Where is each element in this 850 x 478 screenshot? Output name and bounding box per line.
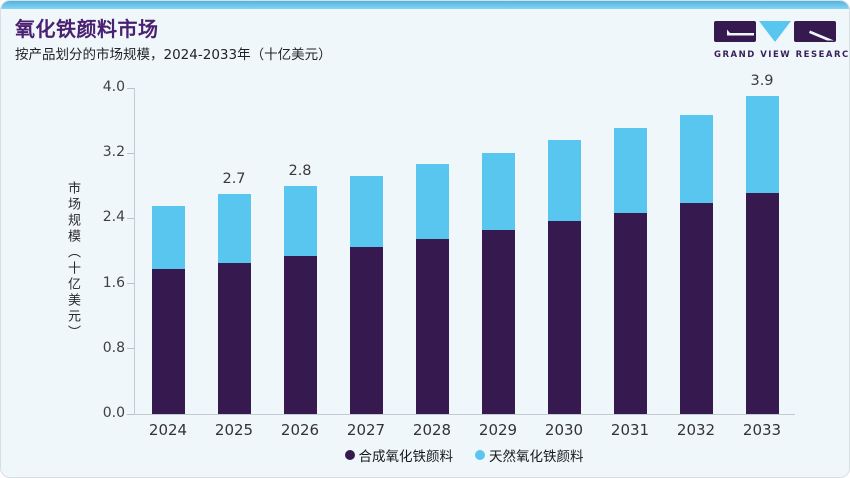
page-title: 氧化铁颜料市场	[15, 17, 159, 41]
legend-dot-synthetic-icon	[344, 450, 355, 460]
plot-area: 0.0 0.8 1.6 2.4 3.2 4.0 2024 2025 2.7 2026 2.8 2027…	[103, 73, 795, 439]
legend-label-natural: 天然氧化铁颜料	[489, 449, 584, 465]
bar-segment-synthetic	[349, 247, 383, 414]
y-axis-tick	[127, 217, 134, 219]
bar-segment-natural	[481, 153, 515, 230]
bar-2025	[217, 194, 251, 414]
gvr-logo-icon	[714, 21, 836, 42]
y-axis-tick	[127, 348, 134, 350]
x-tick-label-2026: 2026	[280, 421, 320, 439]
value-label-2025: 2.7	[222, 171, 246, 187]
bar-segment-natural	[217, 194, 251, 263]
bar-2024	[151, 206, 185, 414]
bar-segment-synthetic	[745, 193, 779, 414]
bar-segment-natural	[745, 96, 779, 193]
legend: 合成氧化铁颜料 天然氧化铁颜料	[134, 445, 794, 465]
bar-segment-natural	[547, 140, 581, 221]
x-tick-label-2030: 2030	[544, 421, 584, 439]
y-tick-label: 2.4	[102, 209, 125, 226]
x-tick-label-2029: 2029	[478, 421, 518, 439]
value-label-2033: 3.9	[750, 73, 774, 89]
bar-segment-natural	[283, 186, 317, 256]
bar-2032	[679, 115, 713, 414]
bar-segment-synthetic	[481, 230, 515, 414]
legend-dot-natural-icon	[475, 450, 485, 460]
gvr-logo: GRAND VIEW RESEARCH	[714, 21, 850, 60]
y-axis-tick	[127, 87, 134, 89]
x-tick-label-2027: 2027	[346, 421, 386, 439]
top-accent-bar	[1, 1, 849, 9]
x-tick-label-2025: 2025	[214, 421, 254, 439]
bar-2028	[415, 164, 449, 414]
y-tick-label: 1.6	[102, 274, 125, 291]
bar-segment-synthetic	[283, 256, 317, 414]
legend-item-synthetic: 合成氧化铁颜料	[344, 445, 454, 465]
header: 氧化铁颜料市场 按产品划分的市场规模，2024-2033年（十亿美元）	[15, 17, 332, 64]
x-tick-label-2031: 2031	[610, 421, 650, 439]
bar-segment-natural	[415, 164, 449, 239]
bar-2033	[745, 96, 779, 414]
value-label-2026: 2.8	[288, 163, 312, 179]
y-tick-label: 0.8	[102, 339, 125, 356]
bar-segment-synthetic	[547, 221, 581, 414]
x-tick-label-2024: 2024	[148, 421, 188, 439]
legend-item-natural: 天然氧化铁颜料	[475, 445, 584, 465]
bar-segment-natural	[613, 128, 647, 213]
y-tick-label: 0.0	[102, 405, 125, 421]
gvr-logo-text: GRAND VIEW RESEARCH	[714, 50, 850, 60]
y-axis-label: 市场规模（十亿美元）	[65, 181, 80, 341]
x-tick-label-2028: 2028	[412, 421, 452, 439]
page-subtitle: 按产品划分的市场规模，2024-2033年（十亿美元）	[15, 47, 332, 63]
bar-2031	[613, 128, 647, 414]
bar-2027	[349, 176, 383, 414]
bar-segment-synthetic	[613, 213, 647, 414]
x-tick-label-2033: 2033	[742, 421, 782, 439]
bar-segment-synthetic	[679, 203, 713, 414]
bar-segment-synthetic	[217, 263, 251, 414]
y-tick-label: 3.2	[102, 144, 125, 161]
y-axis-tick	[127, 413, 134, 415]
legend-label-synthetic: 合成氧化铁颜料	[358, 449, 454, 465]
y-axis-tick	[127, 283, 134, 285]
x-tick-label-2032: 2032	[676, 421, 716, 439]
bar-2029	[481, 153, 515, 414]
bar-2030	[547, 140, 581, 414]
bar-segment-natural	[349, 176, 383, 247]
y-axis-tick	[127, 152, 134, 154]
y-tick-label: 4.0	[102, 79, 125, 95]
bar-2026	[283, 186, 317, 414]
bar-segment-natural	[679, 115, 713, 203]
bar-segment-synthetic	[415, 239, 449, 414]
bar-segment-synthetic	[151, 269, 185, 414]
bar-segment-natural	[151, 206, 185, 269]
